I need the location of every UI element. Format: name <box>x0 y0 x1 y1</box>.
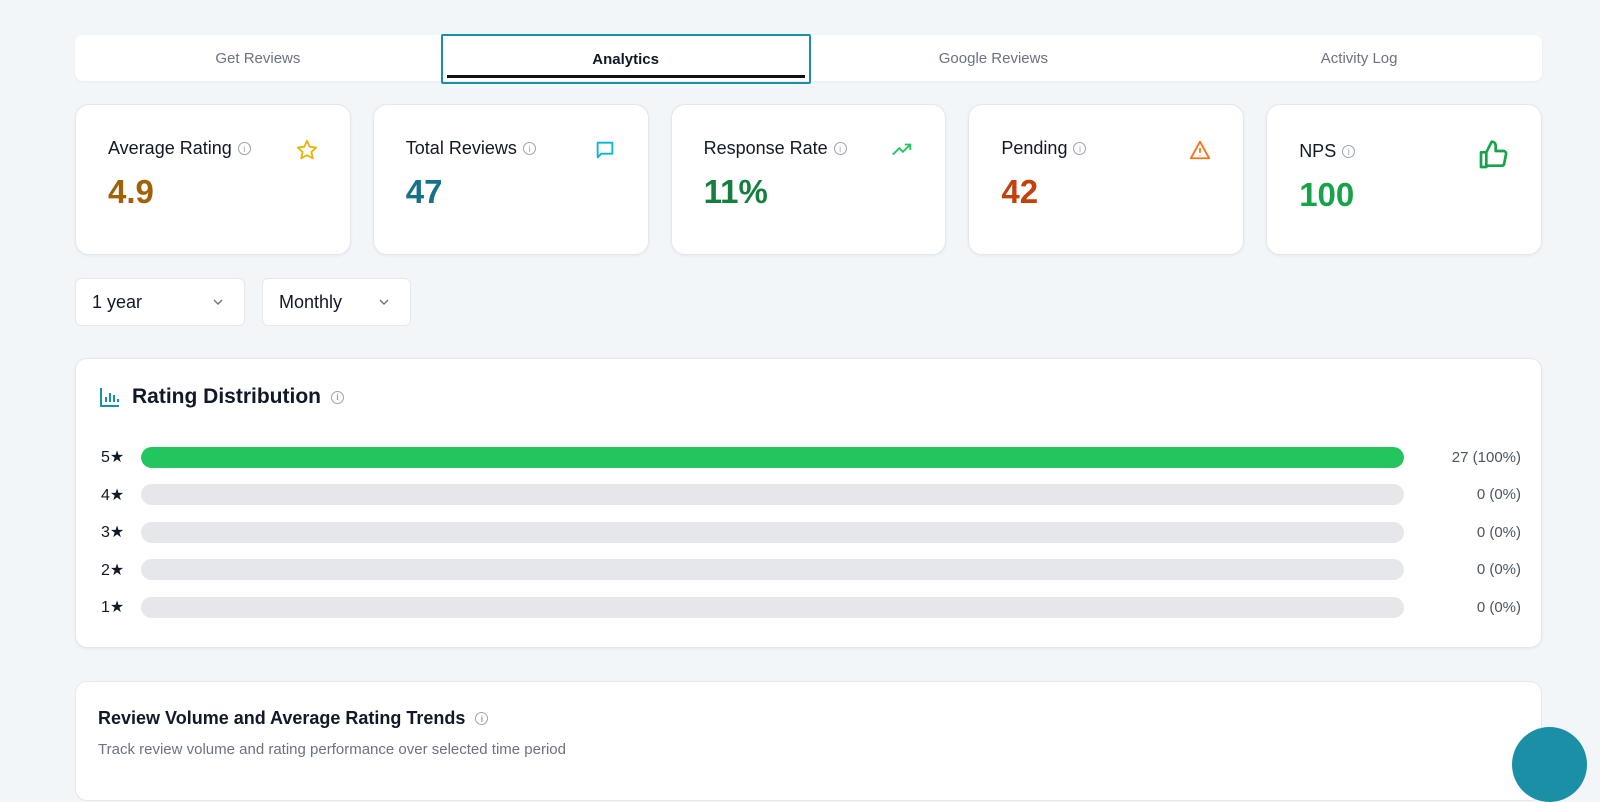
message-square-icon <box>596 141 613 159</box>
card-value: 11% <box>703 173 768 210</box>
tab-google-reviews[interactable]: Google Reviews <box>938 49 1048 67</box>
distribution-count: 0 (0%) <box>1476 561 1521 578</box>
star-label: 3★ <box>101 524 125 541</box>
info-icon[interactable]: i <box>1073 142 1087 155</box>
distribution-row: 4★ 0 (0%) <box>101 484 1521 506</box>
card-label: Total Reviews <box>405 138 517 158</box>
trending-up-icon <box>892 143 912 156</box>
card-label: Average Rating <box>108 138 232 158</box>
stat-cards: Average Rating i 4.9 Total Reviews i 47 Re… <box>75 104 1542 255</box>
info-icon[interactable]: i <box>237 142 251 155</box>
distribution-row: 5★ 27 (100%) <box>101 446 1521 468</box>
help-chat-button[interactable] <box>1512 727 1587 802</box>
card-total-reviews: Total Reviews i 47 <box>372 104 649 255</box>
star-label: 1★ <box>101 599 125 616</box>
period-select[interactable]: 1 year <box>75 278 245 326</box>
thumbs-up-icon <box>1479 140 1508 169</box>
info-icon[interactable]: i <box>1342 145 1356 158</box>
distribution-row: 2★ 0 (0%) <box>101 559 1521 581</box>
period-value: 1 year <box>92 291 143 312</box>
star-icon <box>296 139 317 160</box>
distribution-bar-fill <box>141 446 1404 468</box>
tab-analytics[interactable]: Analytics <box>440 34 811 84</box>
card-value: 4.9 <box>108 173 154 210</box>
distribution-count: 0 (0%) <box>1476 523 1521 541</box>
distribution-count: 0 (0%) <box>1476 598 1521 616</box>
alert-triangle-icon <box>1190 140 1211 160</box>
trends-title: Review Volume and Average Rating Trends <box>98 708 466 728</box>
star-label: 5★ <box>101 449 125 466</box>
rating-distribution-panel: Rating Distribution i 5★ 27 (100%) 4★ 0 (0%… <box>75 358 1542 648</box>
star-label: 2★ <box>101 561 125 579</box>
distribution-count: 27 (100%) <box>1451 448 1521 466</box>
card-value: 47 <box>405 173 443 210</box>
distribution-count: 0 (0%) <box>1476 486 1521 503</box>
info-icon[interactable]: i <box>330 390 344 404</box>
interval-value: Monthly <box>279 291 343 312</box>
distribution-bar-track <box>141 521 1404 543</box>
chevron-down-icon <box>213 299 223 305</box>
card-response-rate: Response Rate i 11% <box>670 104 947 255</box>
info-icon[interactable]: i <box>833 142 847 155</box>
card-label: NPS <box>1299 141 1337 161</box>
tab-get-reviews[interactable]: Get Reviews <box>215 49 301 67</box>
card-label: Response Rate <box>703 138 828 158</box>
distribution-bar-track <box>141 446 1404 468</box>
info-icon[interactable]: i <box>475 712 489 725</box>
card-value: 42 <box>1001 173 1039 210</box>
card-value: 100 <box>1299 176 1355 213</box>
distribution-bar-track <box>141 484 1404 505</box>
card-pending: Pending i 42 <box>968 104 1245 255</box>
interval-select[interactable]: Monthly <box>262 278 411 326</box>
bar-chart-icon <box>100 388 119 407</box>
distribution-bar-track <box>141 596 1404 618</box>
tab-bar: Get Reviews Analytics Google Reviews Act… <box>75 34 1542 84</box>
trends-panel: Review Volume and Average Rating Trends … <box>75 681 1542 801</box>
card-label: Pending <box>1001 138 1068 158</box>
card-average-rating: Average Rating i 4.9 <box>75 104 351 255</box>
distribution-bar-track <box>141 559 1404 580</box>
trends-subtitle: Track review volume and rating performan… <box>98 741 566 758</box>
distribution-row: 3★ 0 (0%) <box>101 521 1521 543</box>
card-nps: NPS i 100 <box>1266 104 1542 255</box>
tab-activity-log[interactable]: Activity Log <box>1320 49 1398 67</box>
info-icon[interactable]: i <box>522 142 536 155</box>
distribution-row: 1★ 0 (0%) <box>101 596 1521 618</box>
star-label: 4★ <box>101 486 125 504</box>
panel-title: Rating Distribution <box>132 385 321 408</box>
chevron-down-icon <box>379 299 389 305</box>
